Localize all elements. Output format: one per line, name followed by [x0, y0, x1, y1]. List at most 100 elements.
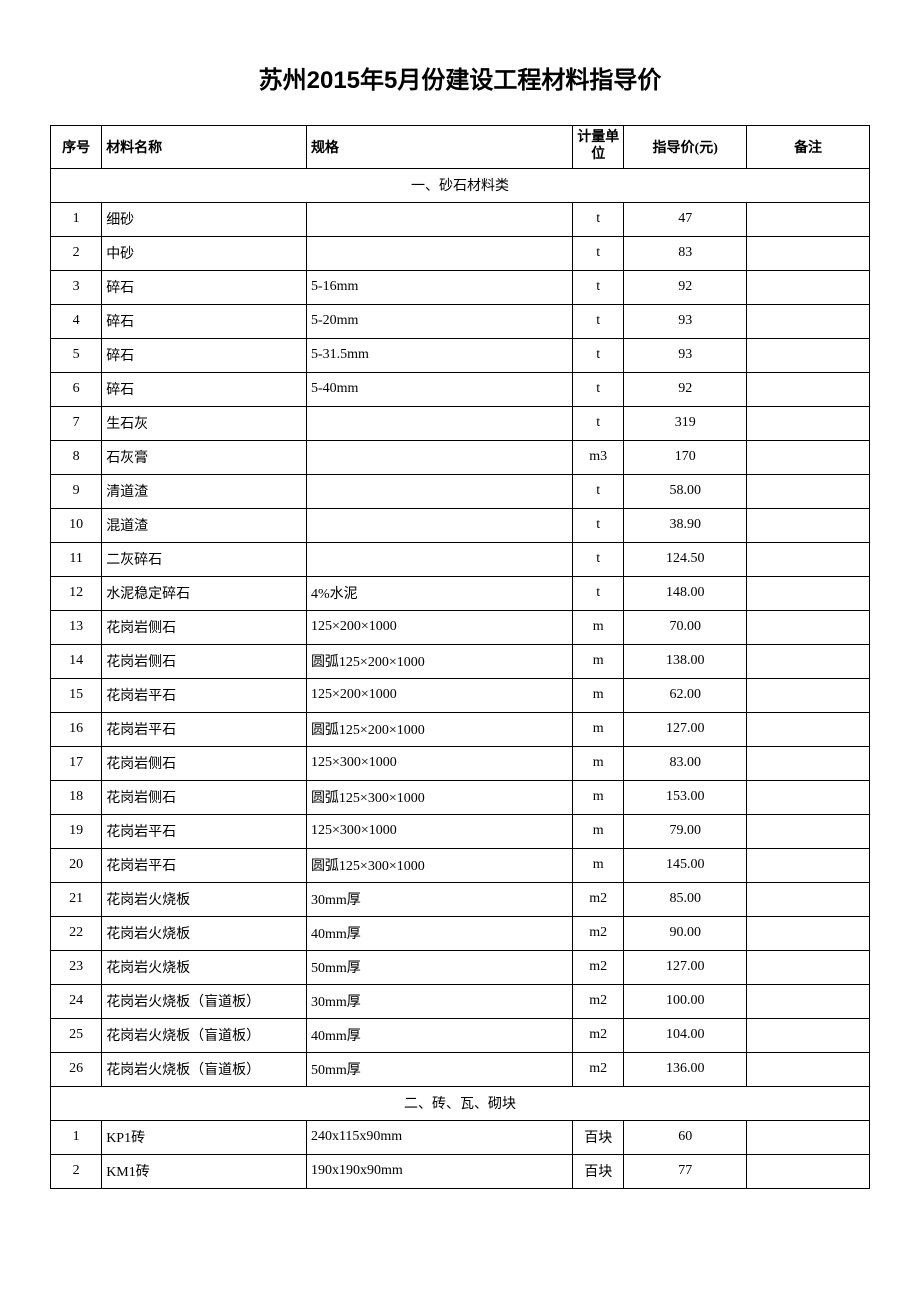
cell-seq: 1 [51, 202, 102, 236]
cell-note [747, 372, 870, 406]
cell-spec [306, 236, 572, 270]
table-row: 21花岗岩火烧板30mm厚m285.00 [51, 882, 870, 916]
cell-name: 花岗岩平石 [102, 848, 307, 882]
cell-name: KM1砖 [102, 1154, 307, 1188]
cell-seq: 23 [51, 950, 102, 984]
cell-spec [306, 542, 572, 576]
cell-name: 碎石 [102, 270, 307, 304]
cell-seq: 26 [51, 1052, 102, 1086]
cell-unit: m [573, 780, 624, 814]
table-row: 24花岗岩火烧板（盲道板）30mm厚m2100.00 [51, 984, 870, 1018]
material-price-table: 序号 材料名称 规格 计量单位 指导价(元) 备注 一、砂石材料类1细砂t472… [50, 125, 870, 1189]
section-header-row: 一、砂石材料类 [51, 168, 870, 202]
cell-name: 花岗岩侧石 [102, 644, 307, 678]
cell-seq: 6 [51, 372, 102, 406]
cell-seq: 20 [51, 848, 102, 882]
cell-note [747, 780, 870, 814]
cell-name: KP1砖 [102, 1120, 307, 1154]
cell-seq: 4 [51, 304, 102, 338]
cell-unit: 百块 [573, 1154, 624, 1188]
cell-seq: 2 [51, 1154, 102, 1188]
table-row: 13花岗岩侧石125×200×1000m70.00 [51, 610, 870, 644]
cell-name: 花岗岩平石 [102, 712, 307, 746]
cell-spec: 125×300×1000 [306, 746, 572, 780]
cell-unit: t [573, 542, 624, 576]
cell-unit: 百块 [573, 1120, 624, 1154]
cell-unit: t [573, 508, 624, 542]
cell-unit: m2 [573, 882, 624, 916]
cell-unit: m [573, 712, 624, 746]
cell-seq: 21 [51, 882, 102, 916]
table-row: 10混道渣t38.90 [51, 508, 870, 542]
table-row: 23花岗岩火烧板50mm厚m2127.00 [51, 950, 870, 984]
table-row: 8石灰膏m3170 [51, 440, 870, 474]
cell-name: 花岗岩平石 [102, 678, 307, 712]
cell-seq: 14 [51, 644, 102, 678]
cell-price: 77 [624, 1154, 747, 1188]
cell-price: 127.00 [624, 712, 747, 746]
cell-unit: m [573, 678, 624, 712]
cell-seq: 19 [51, 814, 102, 848]
cell-name: 二灰碎石 [102, 542, 307, 576]
table-row: 16花岗岩平石圆弧125×200×1000m127.00 [51, 712, 870, 746]
table-header-row: 序号 材料名称 规格 计量单位 指导价(元) 备注 [51, 126, 870, 169]
cell-unit: m3 [573, 440, 624, 474]
cell-seq: 2 [51, 236, 102, 270]
cell-note [747, 950, 870, 984]
cell-name: 石灰膏 [102, 440, 307, 474]
cell-note [747, 712, 870, 746]
cell-unit: t [573, 304, 624, 338]
cell-price: 92 [624, 372, 747, 406]
cell-seq: 7 [51, 406, 102, 440]
cell-price: 319 [624, 406, 747, 440]
cell-price: 153.00 [624, 780, 747, 814]
cell-price: 60 [624, 1120, 747, 1154]
cell-price: 62.00 [624, 678, 747, 712]
cell-price: 148.00 [624, 576, 747, 610]
cell-price: 70.00 [624, 610, 747, 644]
cell-spec: 5-20mm [306, 304, 572, 338]
cell-seq: 12 [51, 576, 102, 610]
cell-name: 花岗岩侧石 [102, 610, 307, 644]
cell-price: 58.00 [624, 474, 747, 508]
section-header-row: 二、砖、瓦、砌块 [51, 1086, 870, 1120]
cell-spec: 圆弧125×200×1000 [306, 644, 572, 678]
cell-unit: m [573, 848, 624, 882]
cell-seq: 11 [51, 542, 102, 576]
cell-note [747, 576, 870, 610]
table-row: 3碎石5-16mmt92 [51, 270, 870, 304]
section-title: 二、砖、瓦、砌块 [51, 1086, 870, 1120]
cell-unit: t [573, 576, 624, 610]
cell-name: 花岗岩火烧板（盲道板） [102, 1018, 307, 1052]
cell-seq: 15 [51, 678, 102, 712]
table-row: 17花岗岩侧石125×300×1000m83.00 [51, 746, 870, 780]
cell-spec: 4%水泥 [306, 576, 572, 610]
cell-price: 85.00 [624, 882, 747, 916]
cell-unit: m2 [573, 916, 624, 950]
cell-name: 混道渣 [102, 508, 307, 542]
cell-note [747, 1052, 870, 1086]
cell-name: 碎石 [102, 338, 307, 372]
table-row: 2KM1砖190x190x90mm百块77 [51, 1154, 870, 1188]
cell-seq: 17 [51, 746, 102, 780]
cell-note [747, 746, 870, 780]
cell-spec [306, 474, 572, 508]
cell-name: 花岗岩火烧板（盲道板） [102, 984, 307, 1018]
cell-spec: 125×200×1000 [306, 678, 572, 712]
document-title: 苏州2015年5月份建设工程材料指导价 [50, 60, 870, 95]
cell-price: 170 [624, 440, 747, 474]
cell-spec: 5-40mm [306, 372, 572, 406]
cell-note [747, 984, 870, 1018]
cell-unit: m2 [573, 1052, 624, 1086]
cell-unit: t [573, 338, 624, 372]
table-row: 26花岗岩火烧板（盲道板）50mm厚m2136.00 [51, 1052, 870, 1086]
table-row: 9清道渣t58.00 [51, 474, 870, 508]
cell-unit: m [573, 746, 624, 780]
cell-spec: 30mm厚 [306, 882, 572, 916]
cell-price: 100.00 [624, 984, 747, 1018]
cell-seq: 3 [51, 270, 102, 304]
cell-note [747, 610, 870, 644]
cell-seq: 9 [51, 474, 102, 508]
cell-unit: t [573, 202, 624, 236]
cell-spec: 圆弧125×300×1000 [306, 848, 572, 882]
